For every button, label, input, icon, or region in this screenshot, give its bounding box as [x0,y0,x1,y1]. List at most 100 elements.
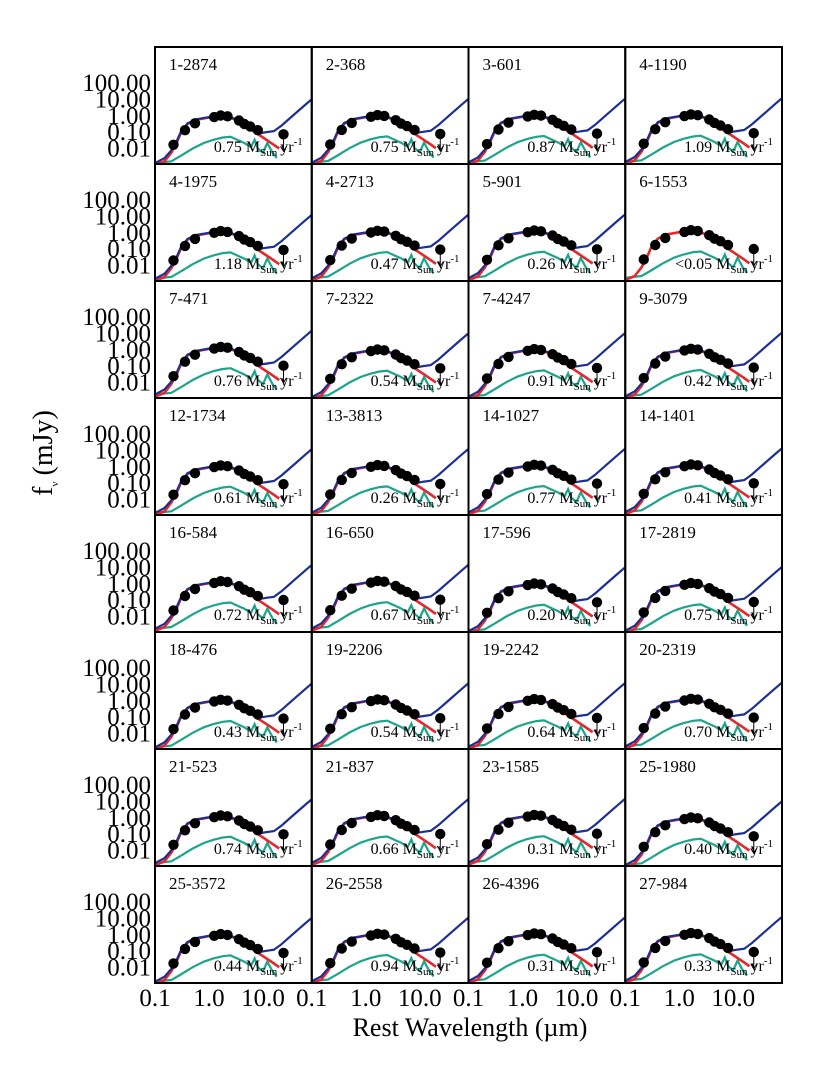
data-point [252,356,263,367]
sfr-label: 0.47 MSun yr-1 [371,253,460,276]
y-tick-label: 0.01 [107,370,151,397]
sed-blue-line [625,331,782,398]
sfr-label: 0.26 MSun yr-1 [371,487,460,510]
data-point [692,225,703,237]
sfr-label: 0.31 MSun yr-1 [527,838,616,861]
data-point [168,139,179,150]
data-point [650,124,661,135]
sed-green-line [625,250,748,279]
data-point [189,349,201,360]
sed-blue-line [155,448,312,514]
y-tick-label: 10.00 [95,672,151,699]
sed-green-line [155,251,278,280]
y-tick-label: 1.00 [107,103,151,130]
panel-id-label: 23-1585 [483,757,540,776]
data-point [222,461,233,472]
data-point [189,118,201,129]
data-point [168,839,179,850]
sfr-label: 0.75 MSun yr-1 [684,604,773,627]
panel-5-901: 5-901 0.26 MSun yr-1 [467,163,627,282]
y-tick-label: 100.00 [82,538,151,565]
data-point [336,474,347,486]
sed-green-line [311,250,435,280]
panel-19-2206: 19-2206 0.54 MSun yr-1 [310,631,470,750]
data-point [179,709,191,720]
data-point [566,240,577,251]
y-tick-label: 100.00 [82,70,151,97]
sfr-label: 0.44 MSun yr-1 [214,955,303,978]
data-point [722,239,734,251]
x-tick-label: 1.0 [193,985,224,1012]
sed-green-line [625,368,748,398]
sfr-label: 0.91 MSun yr-1 [527,370,616,393]
panel-id-label: 16-584 [169,523,218,542]
data-point [379,226,390,237]
y-tick-label: 0.10 [107,587,151,614]
panel-13-3813: 13-3813 0.26 MSun yr-1 [310,397,470,516]
data-point [168,723,179,735]
data-point [650,708,661,719]
data-point [748,946,759,958]
sfr-label: 0.77 MSun yr-1 [527,487,616,510]
sfr-label: 0.41 MSun yr-1 [684,487,773,510]
data-point [503,701,514,713]
data-point [722,474,734,485]
panel-7-471: 7-471 0.76 MSun yr-1 [154,280,313,399]
panel-23-1585: 23-1585 0.31 MSun yr-1 [467,748,627,867]
sed-green-line [311,835,435,864]
data-point [591,478,603,489]
x-tick-label: 10.0 [555,985,599,1012]
data-point [748,831,759,842]
y-tick-label: 100.00 [82,421,151,448]
data-point [660,351,671,362]
y-tick-label: 1.00 [107,922,151,949]
y-tick-label: 10.00 [95,789,151,816]
data-point [435,244,446,255]
data-point [168,489,179,500]
sfr-label: 0.61 MSun yr-1 [214,487,303,510]
data-point [591,828,603,839]
data-point [325,605,336,616]
sed-blue-line [468,331,626,398]
data-point [660,820,671,831]
data-point [503,351,514,363]
data-point [638,488,649,499]
data-point [535,579,547,590]
sfr-label: <0.05 MSun yr-1 [675,253,773,276]
sfr-label: 0.74 MSun yr-1 [214,838,303,861]
y-tick-label: 10.00 [95,438,151,465]
panel-17-596: 17-596 0.20 MSun yr-1 [467,514,627,633]
data-point [189,583,201,595]
data-point [660,232,671,244]
data-point [435,478,446,490]
panel-3-601: 3-601 0.87 MSun yr-1 [467,46,627,165]
panel-4-1975: 4-1975 1.18 MSun yr-1 [154,163,313,282]
data-point [566,593,577,604]
data-point [566,943,577,954]
data-point [493,708,504,720]
data-point [179,590,191,602]
data-point [638,841,649,852]
data-point [535,226,547,237]
y-tick-label: 100.00 [82,187,151,214]
data-point [748,478,759,489]
panel-grid: 1-2874 0.75 MSun yr-1 2-368 0.75 MSun yr-1 3-6… [154,46,783,984]
x-tick-label: 1.0 [507,985,538,1012]
sed-blue-line [468,566,626,632]
data-point [566,124,577,135]
svg-text:fν(mJy): fν (mJy) [28,410,61,496]
y-tick-label: 0.10 [107,353,151,380]
data-point [252,240,263,252]
sed-green-line [625,484,748,514]
data-point [535,344,547,356]
data-point [692,578,703,590]
sed-blue-line [311,332,469,398]
data-point [591,362,603,374]
data-point [252,943,263,955]
y-tick-label: 1.00 [107,571,151,598]
sed-green-line [468,603,592,632]
sed-green-line [468,250,592,280]
y-tick-label: 0.01 [107,604,151,631]
data-point [336,590,347,601]
